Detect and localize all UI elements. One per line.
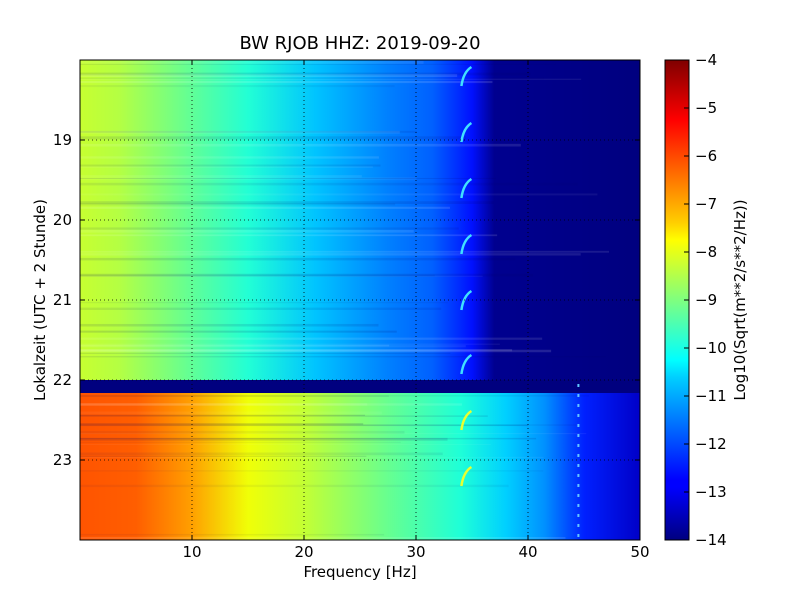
x-axis-label: Frequency [Hz]: [303, 563, 416, 581]
streak: [80, 274, 533, 277]
chart-title: BW RJOB HHZ: 2019-09-20: [239, 33, 480, 54]
y-tick-label: 21: [53, 291, 72, 309]
streak: [80, 165, 381, 167]
streak: [80, 78, 544, 79]
streak: [80, 444, 491, 445]
x-tick-label: 20: [294, 543, 313, 561]
colorbar-tick-label: −11: [695, 387, 727, 405]
colorbar-label: Log10(Sqrt(m**2/s**2/Hz)): [731, 199, 749, 400]
streak: [80, 175, 362, 177]
streak: [80, 64, 556, 65]
streak: [80, 203, 395, 205]
streak: [80, 344, 500, 345]
y-axis-label: Lokalzeit (UTC + 2 Stunde): [31, 199, 49, 401]
streak: [80, 338, 542, 340]
streak: [80, 423, 363, 425]
streak: [80, 403, 367, 405]
streak: [80, 183, 578, 186]
streak: [80, 431, 405, 434]
colorbar-ticks: −4 −5 −6 −7 −8 −9 −10 −11 −12 −13 −14: [684, 51, 727, 549]
x-tick-label: 30: [406, 543, 425, 561]
segment-no-data: [80, 380, 640, 393]
colorbar-tick-label: −4: [695, 51, 717, 69]
y-tick-label: 20: [53, 211, 72, 229]
streak: [80, 193, 597, 195]
colorbar-tick-label: −6: [695, 147, 717, 165]
y-tick-label: 22: [53, 371, 72, 389]
streak: [80, 415, 488, 416]
streak: [80, 144, 521, 147]
colorbar-tick-label: −12: [695, 435, 727, 453]
streak: [80, 227, 459, 229]
streak: [80, 131, 417, 133]
streak: [80, 81, 492, 83]
streak: [80, 534, 384, 536]
streak: [80, 324, 378, 327]
colorbar: −4 −5 −6 −7 −8 −9 −10 −11 −12 −13 −14 Log10(Sqrt(m…: [665, 51, 749, 549]
streak: [80, 234, 497, 236]
streak: [80, 350, 551, 353]
streak: [80, 253, 581, 255]
colorbar-tick-label: −13: [695, 483, 727, 501]
y-tick-label: 19: [53, 131, 72, 149]
colorbar-tick-label: −10: [695, 339, 727, 357]
streak: [80, 485, 509, 487]
streak: [80, 156, 379, 158]
streak: [80, 537, 565, 539]
streak: [80, 136, 466, 139]
colorbar-tick-label: −9: [695, 291, 717, 309]
streak: [80, 353, 450, 354]
streak: [80, 356, 606, 357]
streak: [80, 442, 401, 443]
streak: [80, 258, 515, 261]
y-tick-label: 23: [53, 451, 72, 469]
heatmap-area: [80, 60, 640, 540]
streak: [80, 438, 536, 440]
streak: [80, 230, 414, 233]
streak: [80, 452, 443, 455]
colorbar-tick-label: −14: [695, 531, 727, 549]
streak: [80, 251, 609, 253]
streak: [80, 61, 424, 64]
colorbar-tick-label: −5: [695, 99, 717, 117]
streak: [80, 457, 544, 458]
x-tick-label: 50: [630, 543, 649, 561]
streak: [80, 207, 450, 209]
streak: [80, 302, 448, 303]
streak: [80, 395, 389, 396]
streak: [80, 456, 366, 457]
streak: [80, 74, 457, 77]
streak: [80, 411, 382, 414]
streak: [80, 470, 543, 471]
streak: [80, 345, 389, 347]
streak: [80, 331, 397, 333]
streak: [80, 177, 416, 180]
x-tick-label: 40: [518, 543, 537, 561]
streak: [80, 308, 441, 310]
colorbar-tick-label: −8: [695, 243, 717, 261]
colorbar-tick-label: −7: [695, 195, 717, 213]
x-tick-label: 10: [182, 543, 201, 561]
streak: [80, 85, 395, 87]
